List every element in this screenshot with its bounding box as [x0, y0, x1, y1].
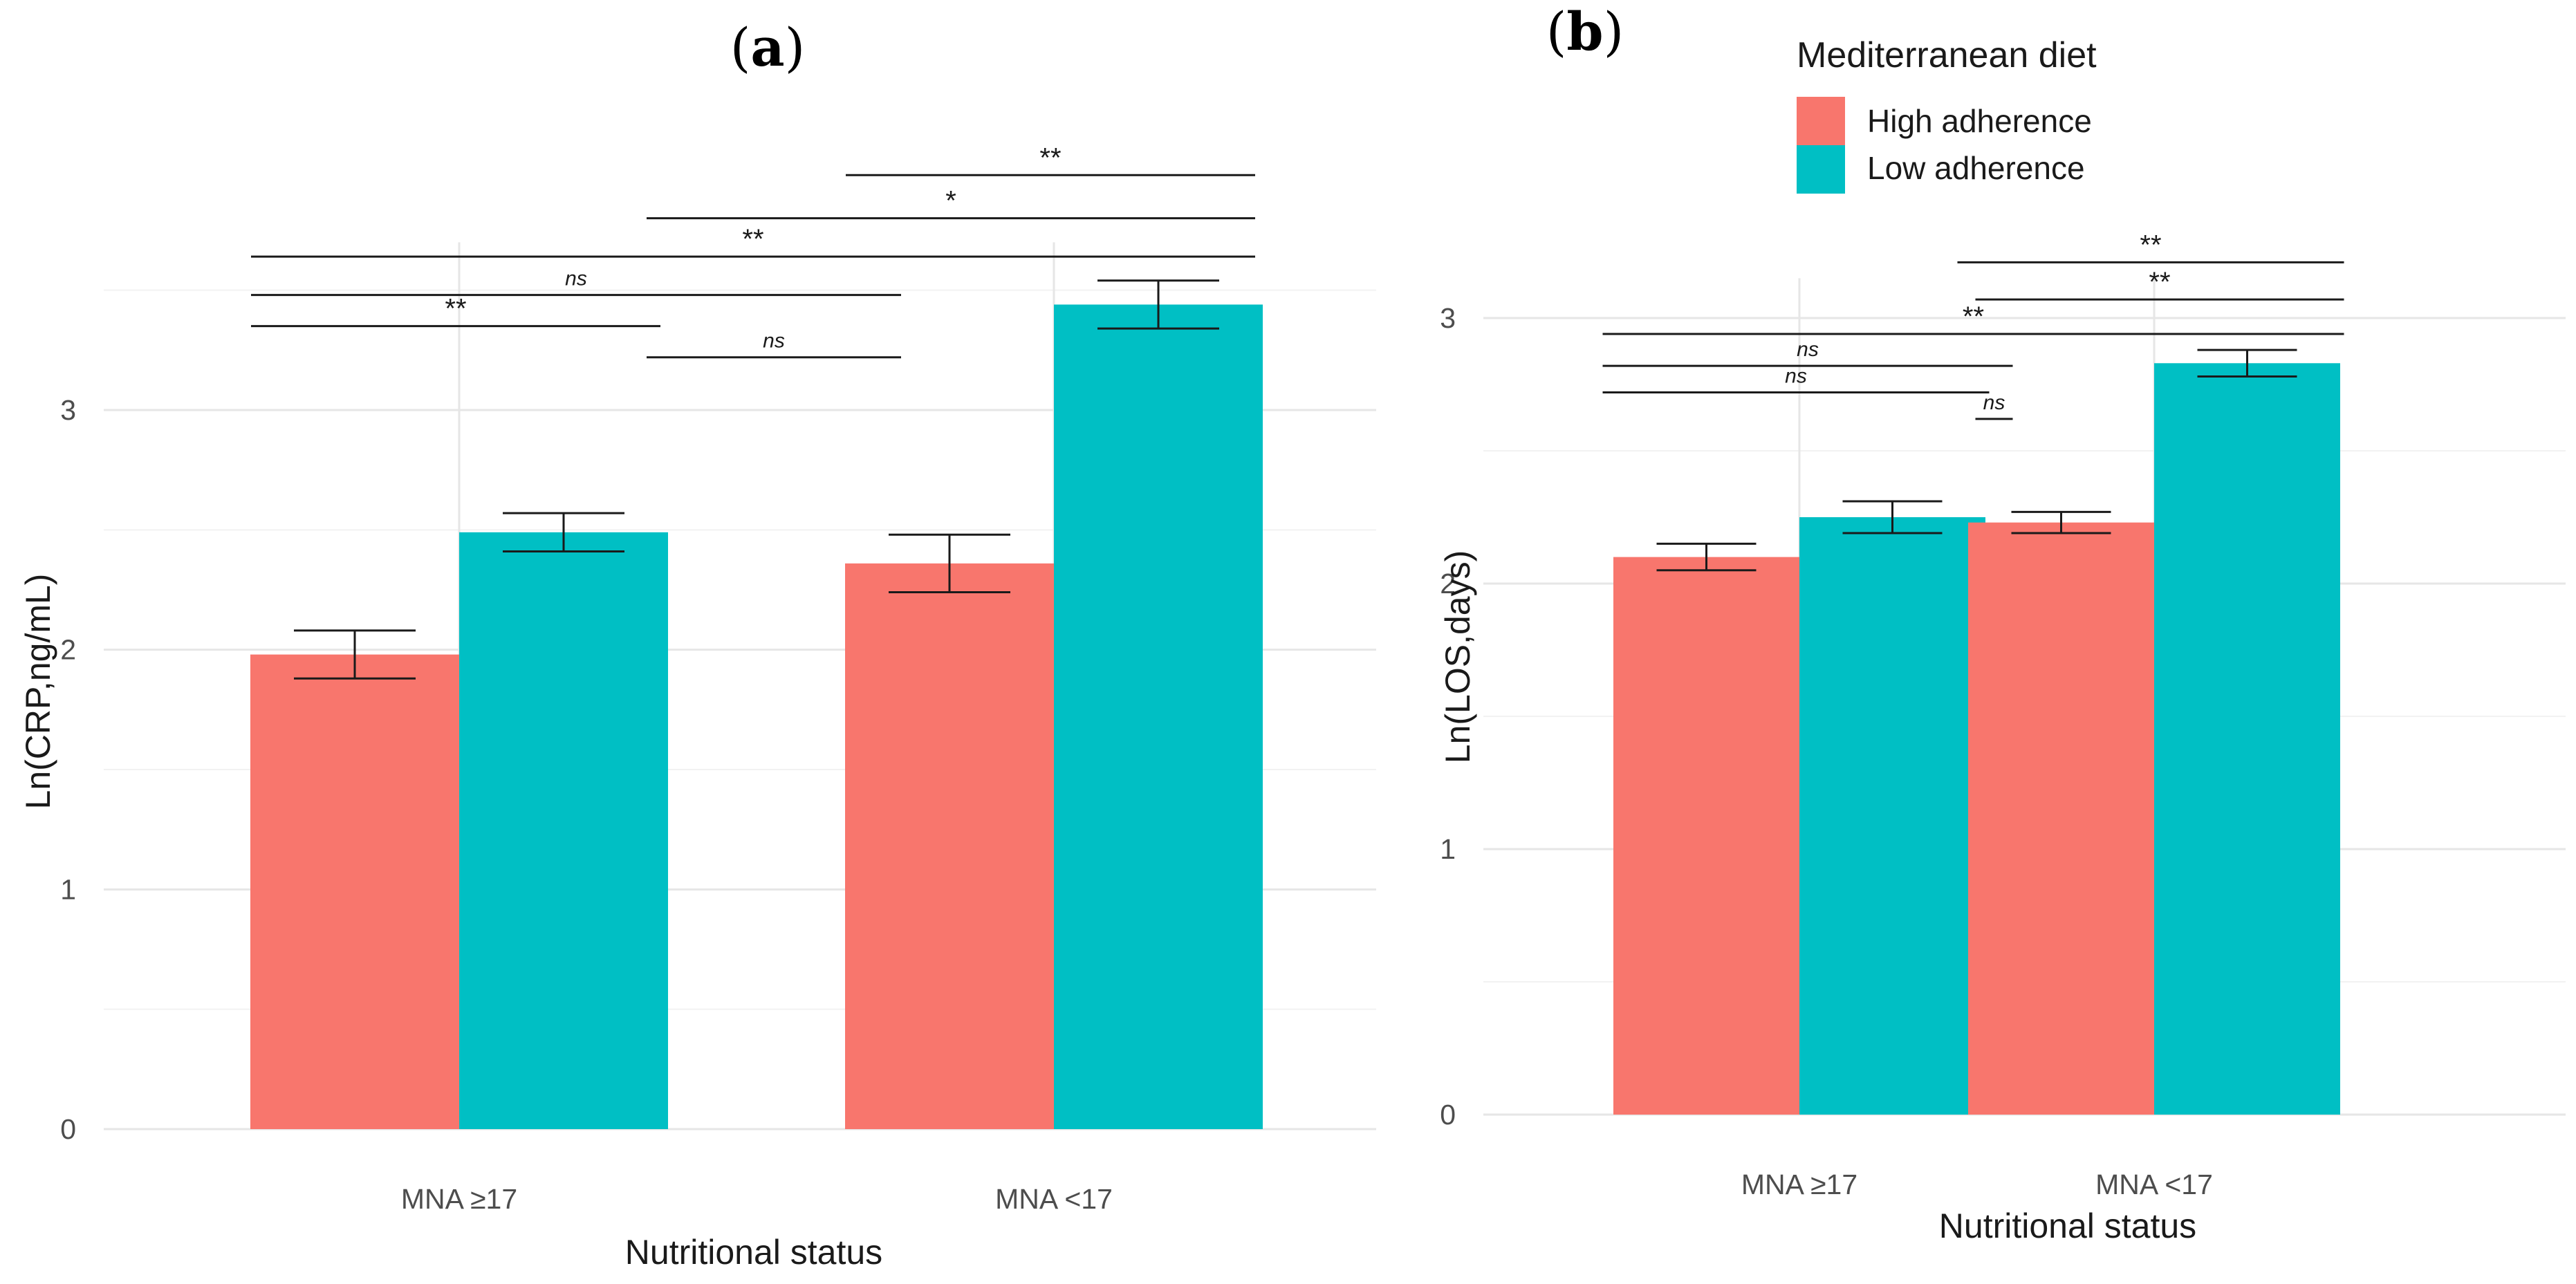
y-tick-label-1: 1: [60, 873, 76, 905]
significance-label: **: [445, 294, 466, 324]
bar-low-adherence-1: [1054, 304, 1263, 1129]
panel-a-y-ticks: 0 1 2 3: [60, 394, 76, 1145]
significance-bracket-0: **: [251, 294, 660, 328]
legend-title: Mediterranean diet: [1797, 35, 2097, 75]
significance-label: **: [2149, 267, 2170, 297]
panel-b-x-axis-title: Nutritional status: [1939, 1207, 2196, 1245]
significance-bracket-4: **: [1975, 267, 2344, 301]
y-tick-label-3: 3: [60, 394, 76, 426]
error-bar-1-0: [503, 512, 624, 553]
error-bar-0-0: [294, 629, 416, 680]
significance-bracket-5: **: [846, 142, 1255, 176]
panel-b-y-axis-title: Ln(LOS,days): [1438, 550, 1477, 763]
bar-low-adherence-0: [459, 532, 668, 1129]
significance-bracket-3: **: [251, 224, 1255, 258]
significance-label: **: [742, 224, 763, 254]
significance-label: ns: [565, 268, 587, 290]
panel-b: (b) ns ns ns ** ** ** 0 1 2 3 MNA ≥17 MNA <17 Nut…: [1438, 1, 2566, 1245]
significance-label: ns: [763, 330, 785, 353]
panel-b-x-ticks: MNA ≥17 MNA <17: [1741, 1169, 2213, 1200]
significance-label: **: [2140, 230, 2161, 260]
significance-label: *: [945, 186, 956, 216]
error-bar-0-1: [2011, 510, 2111, 534]
significance-label: ns: [1785, 365, 1807, 388]
legend-label-low-adherence: Low adherence: [1867, 150, 2085, 186]
x-tick-label-1: MNA <17: [995, 1183, 1113, 1215]
error-bar-0-1: [889, 533, 1010, 593]
bar-high-adherence-0: [250, 654, 459, 1129]
panel-a-error-bars: [294, 279, 1219, 680]
y-tick-label-0: 0: [1440, 1099, 1456, 1131]
x-tick-label-1: MNA <17: [2095, 1169, 2213, 1200]
legend-label-high-adherence: High adherence: [1867, 103, 2092, 139]
legend-swatch-high-adherence: [1797, 97, 1845, 145]
x-tick-label-0: MNA ≥17: [1741, 1169, 1857, 1200]
significance-label: **: [1963, 301, 1984, 332]
significance-label: **: [1039, 142, 1061, 173]
y-tick-label-3: 3: [1440, 302, 1456, 334]
error-bar-1-0: [1842, 500, 1943, 534]
bar-low-adherence-0: [1799, 517, 1985, 1115]
significance-bracket-5: **: [1957, 230, 2344, 263]
panel-b-y-ticks: 0 1 2 3: [1440, 302, 1456, 1131]
panel-a-x-axis-title: Nutritional status: [625, 1233, 882, 1272]
significance-bracket-3: **: [1602, 301, 2344, 335]
significance-bracket-4: *: [647, 186, 1255, 220]
y-tick-label-2: 2: [1440, 568, 1456, 599]
significance-label: ns: [1797, 338, 1819, 361]
panel-a-y-axis-title: Ln(CRP,ng/mL): [19, 574, 57, 810]
x-tick-label-0: MNA ≥17: [401, 1183, 517, 1215]
legend-swatch-low-adherence: [1797, 145, 1845, 194]
bar-high-adherence-1: [1968, 522, 2154, 1115]
y-tick-label-2: 2: [60, 634, 76, 666]
panel-a-x-ticks: MNA ≥17 MNA <17: [401, 1183, 1113, 1215]
significance-bracket-0: ns: [1602, 365, 1990, 394]
panel-a-label: (a): [730, 17, 806, 78]
panel-b-significance: ns ns ns ** ** **: [1602, 230, 2344, 420]
panel-b-letter: b: [1566, 1, 1603, 62]
bar-low-adherence-1: [2154, 363, 2340, 1115]
panel-a-letter: a: [750, 17, 784, 78]
error-bar-1-1: [2197, 348, 2297, 378]
y-tick-label-0: 0: [60, 1113, 76, 1145]
significance-bracket-1: ns: [647, 330, 901, 359]
significance-bracket-2: ns: [251, 268, 901, 297]
panel-b-error-bars: [1656, 348, 2297, 572]
panel-b-bars: [1613, 363, 2340, 1115]
bar-high-adherence-0: [1613, 557, 1799, 1115]
panel-b-label: (b): [1546, 1, 1624, 62]
bar-high-adherence-1: [845, 563, 1054, 1129]
error-bar-1-1: [1097, 279, 1219, 330]
y-tick-label-1: 1: [1440, 833, 1456, 865]
significance-bracket-2: ns: [1602, 338, 2013, 367]
panel-a-bars: [250, 304, 1263, 1129]
significance-label: ns: [1983, 391, 2005, 414]
significance-bracket-1: ns: [1975, 391, 2013, 420]
legend: Mediterranean diet High adherence Low ad…: [1797, 35, 2097, 194]
error-bar-0-0: [1656, 542, 1757, 572]
